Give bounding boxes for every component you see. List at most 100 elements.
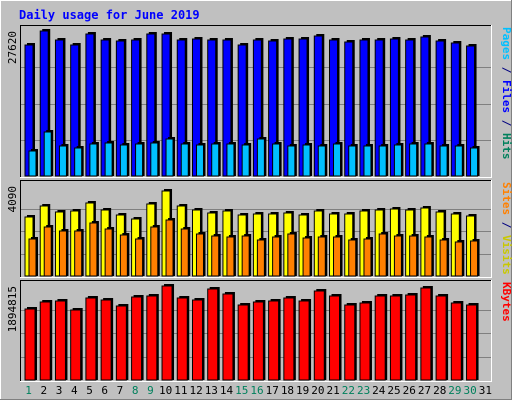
bar-sites-day-3-fill xyxy=(58,230,67,277)
bar-sites-day-20 xyxy=(317,235,328,277)
bar-sites-day-5 xyxy=(89,221,99,277)
bar-sites-day-22 xyxy=(348,238,358,277)
bar-kbytes-day-30 xyxy=(466,303,479,381)
bar-kbytes-day-6 xyxy=(100,298,114,381)
bar-kbytes-day-8 xyxy=(131,295,144,381)
bar-sites-day-6-fill xyxy=(104,228,113,277)
bar-kbytes-day-10 xyxy=(161,284,175,381)
bar-pages-day-5-fill xyxy=(89,143,98,177)
bar-pages-day-18 xyxy=(287,144,297,177)
bar-kbytes-day-12-fill xyxy=(191,299,203,381)
bar-sites-day-19 xyxy=(302,236,313,277)
bar-pages-day-8 xyxy=(135,142,145,177)
panel-3: 1894815 KBytes xyxy=(6,280,512,382)
bar-pages-day-13-fill xyxy=(211,143,220,177)
bar-sites-day-12-fill xyxy=(195,233,204,277)
bar-pages-day-20 xyxy=(317,144,328,177)
bar-pages-day-19 xyxy=(302,143,313,177)
bar-sites-day-9 xyxy=(150,225,160,277)
bar-sites-day-18 xyxy=(287,232,297,277)
bar-kbytes-day-18-fill xyxy=(283,297,295,381)
panel-3-max-label: 1894815 xyxy=(6,286,19,332)
bar-kbytes-day-23-fill xyxy=(359,302,371,381)
bar-kbytes-day-29-fill xyxy=(450,302,462,381)
bar-pages-day-9-fill xyxy=(150,142,159,177)
bar-sites-day-1 xyxy=(28,237,38,277)
bar-sites-day-16 xyxy=(256,238,267,277)
bar-sites-day-19-fill xyxy=(302,237,311,277)
legend-part: KBytes xyxy=(500,282,512,322)
bar-kbytes-day-24 xyxy=(374,294,388,381)
bar-sites-day-9-fill xyxy=(150,226,159,277)
bar-pages-day-12-fill xyxy=(195,144,204,177)
x-tick-label: 19 xyxy=(296,384,309,397)
bar-kbytes-day-19 xyxy=(298,299,312,381)
bar-pages-day-13 xyxy=(211,142,221,177)
bar-kbytes-day-9 xyxy=(146,294,159,381)
bar-kbytes-day-1-fill xyxy=(24,308,36,381)
x-tick-label: 22 xyxy=(342,384,355,397)
bar-sites-day-28-fill xyxy=(439,239,448,277)
bar-kbytes-day-24-fill xyxy=(374,295,386,381)
panel-1: 27620 Pages / Files / Hits xyxy=(6,25,512,178)
bar-kbytes-day-16-fill xyxy=(252,301,264,381)
bar-pages-day-11 xyxy=(180,142,191,177)
bar-pages-day-5 xyxy=(89,142,99,177)
bar-pages-day-9 xyxy=(150,141,160,177)
bar-pages-day-17 xyxy=(272,142,282,177)
bar-kbytes-day-2-fill xyxy=(39,301,51,381)
bar-pages-day-19-fill xyxy=(302,144,311,177)
bar-pages-day-15-fill xyxy=(241,144,250,177)
bar-sites-day-14 xyxy=(226,235,236,277)
bar-pages-day-23 xyxy=(363,144,373,177)
bar-sites-day-8 xyxy=(135,237,145,277)
legend-part: Visits xyxy=(500,235,512,275)
bar-sites-day-11-fill xyxy=(180,228,189,277)
bar-kbytes-day-11 xyxy=(176,296,190,381)
bar-pages-day-29-fill xyxy=(454,145,463,177)
bar-kbytes-day-20-fill xyxy=(313,290,325,381)
bar-sites-day-20-fill xyxy=(317,236,326,277)
bar-pages-day-29 xyxy=(454,144,465,177)
panel-1-max-label: 27620 xyxy=(6,31,19,64)
bar-sites-day-1-fill xyxy=(28,238,37,277)
bar-kbytes-day-8-fill xyxy=(131,296,143,381)
bar-sites-day-24-fill xyxy=(378,233,387,277)
bar-sites-day-13 xyxy=(211,234,221,277)
x-tick-label: 15 xyxy=(235,384,248,397)
bar-pages-day-11-fill xyxy=(180,143,189,177)
bar-sites-day-26 xyxy=(409,234,419,277)
bar-pages-day-20-fill xyxy=(317,145,326,177)
bar-kbytes-day-3-fill xyxy=(54,300,66,381)
bar-sites-day-13-fill xyxy=(211,235,220,277)
bar-pages-day-6 xyxy=(104,141,115,177)
bar-pages-day-16-fill xyxy=(256,138,265,177)
bar-sites-day-27 xyxy=(424,235,434,277)
bar-sites-day-4-fill xyxy=(74,230,83,277)
legend-part: / xyxy=(500,60,512,80)
x-tick-label: 13 xyxy=(205,384,218,397)
x-tick-label: 24 xyxy=(372,384,386,397)
x-tick-label: 18 xyxy=(281,384,294,397)
bar-pages-day-22-fill xyxy=(348,145,357,177)
x-tick-label: 12 xyxy=(189,384,202,397)
bar-sites-day-11 xyxy=(180,227,191,277)
bar-pages-day-14 xyxy=(226,142,236,177)
bar-pages-day-7-fill xyxy=(119,144,128,177)
x-tick-label: 6 xyxy=(101,384,108,397)
x-tick-label: 28 xyxy=(433,384,446,397)
bar-sites-day-21-fill xyxy=(333,236,342,277)
bar-pages-day-8-fill xyxy=(135,143,144,177)
bar-pages-day-27-fill xyxy=(424,143,433,177)
x-tick-label: 2 xyxy=(41,384,48,397)
bar-kbytes-day-6-fill xyxy=(100,299,112,381)
bar-kbytes-day-20 xyxy=(313,289,327,381)
x-tick-label: 17 xyxy=(266,384,279,397)
bar-sites-day-12 xyxy=(195,232,206,277)
bar-kbytes-day-15 xyxy=(237,303,251,381)
bar-pages-day-21 xyxy=(333,142,343,177)
bar-sites-day-30 xyxy=(470,239,480,277)
bar-kbytes-day-13 xyxy=(207,287,220,381)
bar-pages-day-1-fill xyxy=(28,150,37,177)
bar-kbytes-day-21-fill xyxy=(329,295,341,381)
